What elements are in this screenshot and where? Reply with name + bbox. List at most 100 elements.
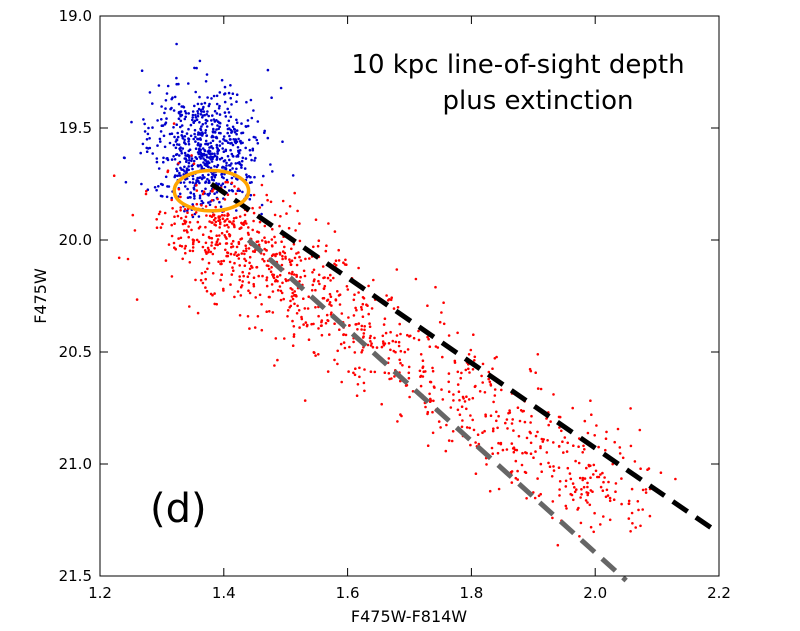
data-point [447,390,451,394]
data-point [510,422,514,425]
data-point [164,259,168,262]
data-point [357,322,361,325]
data-point [217,182,221,186]
data-point [179,110,183,113]
data-point [557,445,561,448]
data-point [222,135,226,138]
data-point [218,222,222,226]
data-point [483,391,487,394]
data-point [176,131,179,135]
data-point [298,239,302,243]
data-point [271,244,274,248]
data-point [199,157,202,160]
data-point [207,104,211,108]
data-point [495,410,498,414]
data-point [368,325,372,329]
data-point [204,270,207,274]
data-point [145,138,149,141]
data-point [213,192,216,195]
data-point [241,270,244,274]
data-point [143,122,146,126]
data-point [317,279,320,283]
data-point [194,90,197,94]
data-point [369,340,372,343]
data-point [240,252,244,255]
data-point [187,112,190,115]
data-point [593,434,596,437]
data-point [291,291,295,295]
data-point [170,196,173,200]
data-point [337,259,341,262]
data-point [191,238,195,241]
data-point [206,177,209,181]
data-point [627,517,631,520]
data-point [217,131,221,135]
data-point [201,116,204,119]
data-point [580,488,583,491]
data-point [473,359,476,362]
data-point [195,189,199,192]
data-point [218,121,222,125]
data-point [614,490,617,494]
data-point [467,398,471,401]
data-point [258,206,262,209]
data-point [228,168,232,172]
data-point [229,84,232,87]
data-point [199,138,202,141]
data-point [639,467,642,471]
data-point [387,357,391,360]
data-point [201,107,205,111]
data-point [233,261,236,265]
data-point [213,302,216,306]
data-point [580,493,583,496]
x-axis-label: F475W-F814W [351,607,467,626]
data-point [205,153,208,157]
data-point [608,518,612,522]
data-point [345,285,349,288]
data-point [158,137,162,141]
data-point [176,214,180,218]
data-point [247,226,250,229]
data-point [212,94,216,98]
data-point [193,197,196,200]
data-point [589,525,593,529]
data-point [208,236,211,240]
data-point [218,113,222,116]
data-point [493,388,497,391]
data-point [203,176,206,179]
data-point [262,253,266,256]
data-point [202,110,206,113]
data-point [214,224,218,227]
x-tick-label: 2.2 [707,584,731,602]
data-point [199,127,202,131]
data-point [316,244,320,248]
data-point [578,476,582,480]
data-point [192,162,196,165]
data-point [184,112,188,115]
data-point [163,111,166,115]
data-point [175,76,178,80]
data-point [224,248,227,252]
data-point [141,142,145,146]
data-point [229,283,232,286]
data-point [176,169,179,173]
data-point [227,226,230,229]
data-point [175,42,178,46]
data-point [244,244,247,247]
data-point [189,191,192,194]
data-point [190,154,193,157]
data-point [500,388,503,392]
data-point [330,304,333,307]
data-point [355,394,359,398]
data-point [215,234,218,237]
data-point [192,240,195,244]
data-point [572,444,575,448]
data-point [196,112,200,115]
data-point [221,182,225,185]
data-point [289,263,293,266]
data-point [187,161,191,165]
data-point [317,353,320,356]
data-point [529,369,533,373]
data-point [501,448,505,452]
